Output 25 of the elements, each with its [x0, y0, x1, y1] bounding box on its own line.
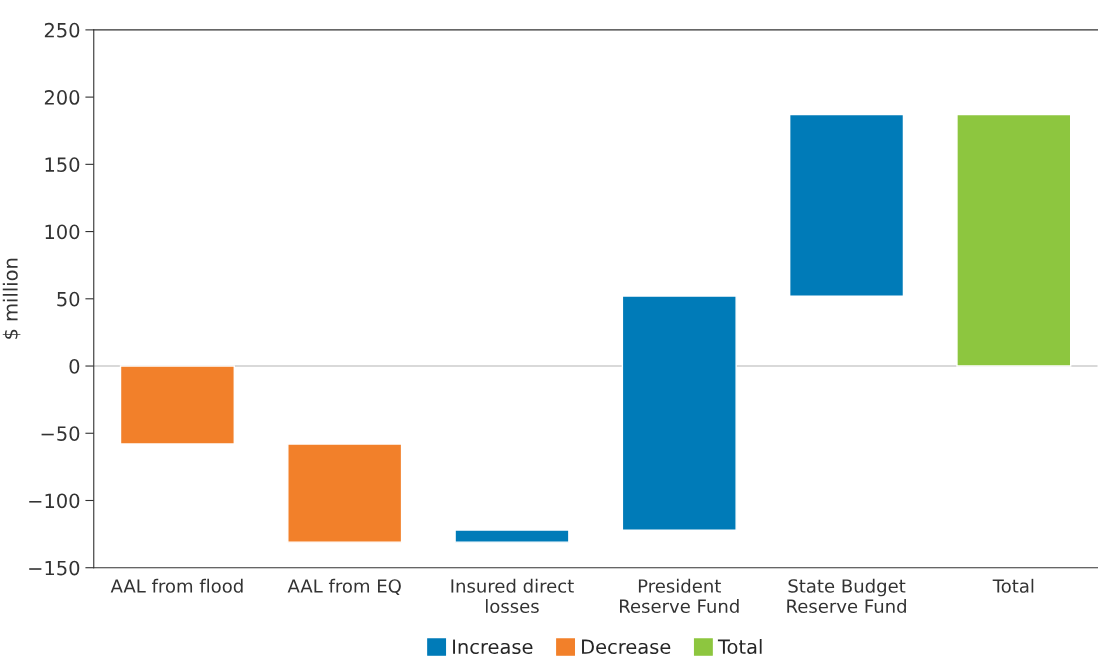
bar [119, 365, 235, 445]
y-axis-title: $ million [2, 258, 21, 339]
bar [788, 113, 905, 297]
y-tick-label: 100 [45, 224, 80, 240]
bar [454, 529, 570, 543]
x-tick-label: Total [992, 578, 1034, 593]
y-tick-label: 0 [69, 358, 80, 374]
y-tick-label: −50 [41, 426, 80, 441]
legend-label: Decrease [582, 639, 671, 655]
y-tick-label: −150 [29, 560, 80, 576]
y-tick-label: 150 [45, 157, 80, 172]
bar [621, 295, 737, 531]
x-tick-label: President Reserve Fund [620, 578, 739, 614]
y-tick-label: 200 [44, 90, 80, 105]
legend-label: Total [717, 639, 762, 655]
y-tick-label: 250 [44, 22, 80, 38]
legend-label: Increase [453, 639, 533, 655]
x-tick-label: AAL from flood [110, 578, 243, 593]
x-tick-label: AAL from EQ [287, 578, 401, 595]
x-tick-label: State Budget Reserve Fund [787, 578, 906, 614]
y-tick-label: −100 [29, 493, 80, 509]
bar [287, 443, 403, 543]
x-tick-label: Insured direct losses [451, 578, 574, 614]
y-tick-label: 50 [57, 291, 80, 307]
bar [956, 113, 1072, 367]
